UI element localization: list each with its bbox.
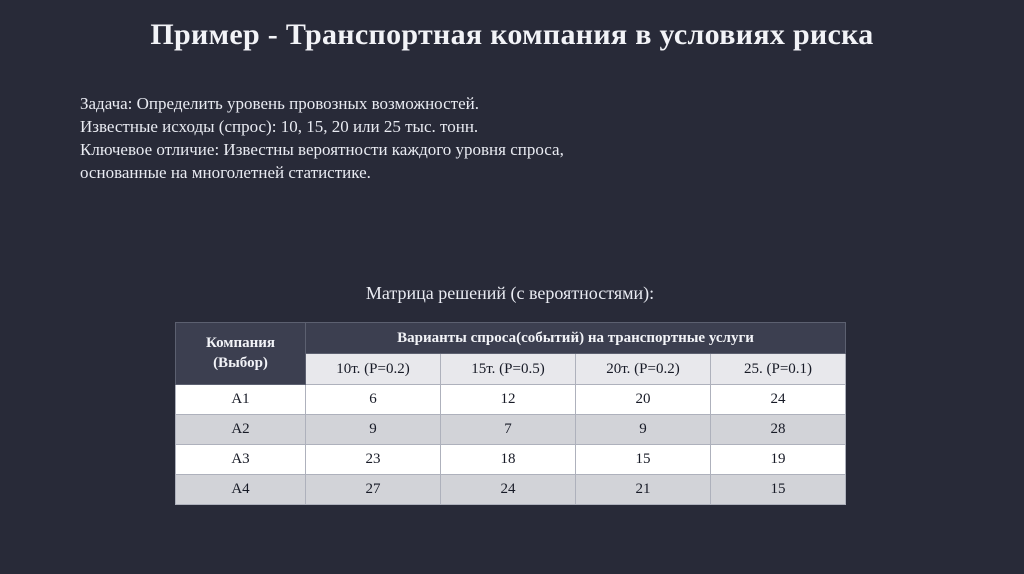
table-cell: 28	[709, 414, 847, 445]
table-cell: 9	[575, 414, 711, 445]
table-cell: 12	[440, 384, 576, 415]
table-cell: 19	[709, 444, 847, 475]
table-cell: 18	[440, 444, 576, 475]
table-cell: 9	[305, 414, 441, 445]
row-label: А3	[175, 444, 306, 475]
body-line: Известные исходы (спрос): 10, 15, 20 или…	[80, 117, 479, 136]
table-cell: 20	[575, 384, 711, 415]
row-label: А1	[175, 384, 306, 415]
header-row-group: Компания (Выбор) Варианты спроса(событий…	[175, 322, 847, 385]
decision-matrix-table: Компания (Выбор) Варианты спроса(событий…	[175, 322, 847, 505]
table-cell: 23	[305, 444, 441, 475]
table-cell: 7	[440, 414, 576, 445]
table-cell: 24	[440, 474, 576, 505]
table-caption: Матрица решений (с вероятностями):	[365, 283, 655, 303]
table-row: А3 23 18 15 19	[175, 444, 847, 475]
table-row: А1 6 12 20 24	[175, 384, 847, 415]
group-header: Варианты спроса(событий) на транспортные…	[304, 322, 847, 354]
body-line: Задача: Определить уровень провозных воз…	[80, 94, 479, 113]
column-header: 25. (Р=0.1)	[709, 353, 847, 385]
body-line: основанные на многолетней статистике.	[80, 163, 371, 182]
column-header: 10т. (Р=0.2)	[305, 353, 441, 385]
table-row: А4 27 24 21 15	[175, 474, 847, 505]
header-row-columns: 10т. (Р=0.2) 15т. (Р=0.5) 20т. (Р=0.2) 2…	[176, 353, 847, 385]
body-line: Ключевое отличие: Известны вероятности к…	[80, 140, 564, 159]
table-row: А2 9 7 9 28	[175, 414, 847, 445]
table-cell: 24	[709, 384, 847, 415]
row-label: А2	[175, 414, 306, 445]
table-cell: 21	[575, 474, 711, 505]
column-header: 20т. (Р=0.2)	[575, 353, 711, 385]
row-label: А4	[175, 474, 306, 505]
table-cell: 27	[305, 474, 441, 505]
table-cell: 15	[575, 444, 711, 475]
corner-header: Компания (Выбор)	[175, 322, 306, 385]
slide-title: Пример - Транспортная компания в условия…	[150, 18, 874, 51]
table-cell: 15	[709, 474, 847, 505]
table-cell: 6	[305, 384, 441, 415]
body-text-block: Задача: Определить уровень провозных воз…	[80, 92, 564, 184]
column-header: 15т. (Р=0.5)	[440, 353, 576, 385]
